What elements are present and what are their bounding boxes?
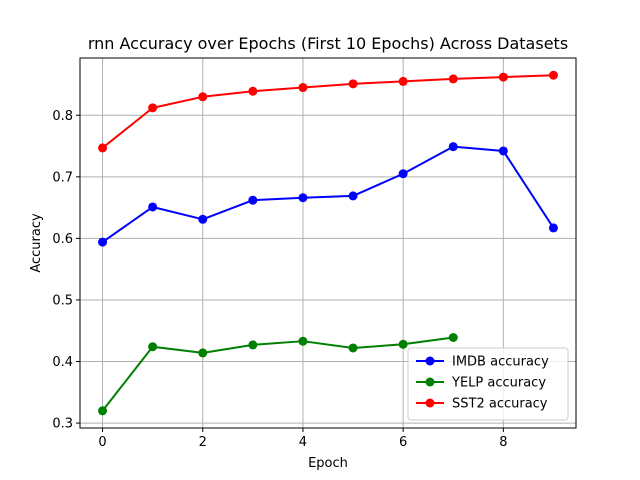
y-tick-label: 0.3 <box>52 417 73 432</box>
x-tick-label: 8 <box>499 435 507 450</box>
x-tick-label: 2 <box>199 435 207 450</box>
yelp-point <box>348 343 358 353</box>
yelp-point <box>148 342 158 352</box>
imdb-point <box>448 142 458 152</box>
yelp-point <box>448 333 458 343</box>
yelp-point <box>398 339 408 349</box>
series-yelp <box>98 333 458 416</box>
legend-marker-sst2 <box>425 398 435 408</box>
legend-box <box>407 347 569 421</box>
yelp-point <box>248 340 258 350</box>
sst2-point <box>248 86 258 96</box>
imdb-point <box>348 191 358 201</box>
yelp-point <box>98 406 108 416</box>
imdb-line <box>101 145 555 243</box>
legend-label-imdb: IMDB accuracy <box>452 355 549 370</box>
legend-label-yelp: YELP accuracy <box>451 376 546 391</box>
plot-frame <box>79 57 577 429</box>
sst2-point <box>198 92 208 102</box>
sst2-point <box>548 70 558 80</box>
series-imdb <box>98 142 558 247</box>
sst2-point <box>98 143 108 153</box>
legend-marker-imdb <box>425 356 435 366</box>
sst2-line <box>101 74 554 149</box>
y-axis-label: Accuracy <box>29 213 44 273</box>
sst2-point <box>298 83 308 93</box>
sst2-point <box>498 72 508 82</box>
imdb-point <box>498 146 508 156</box>
y-tick-label: 0.4 <box>52 355 73 370</box>
x-tick-label: 0 <box>98 435 106 450</box>
x-axis-label: Epoch <box>308 456 348 471</box>
imdb-point <box>398 169 408 179</box>
sst2-point <box>148 103 158 113</box>
series-lines <box>98 70 558 416</box>
legend-marker-yelp <box>425 377 435 387</box>
sst2-point <box>398 76 408 86</box>
legend-label-sst2: SST2 accuracy <box>452 397 548 412</box>
legend: IMDB accuracy YELP accuracy SST2 accuracy <box>407 347 569 421</box>
imdb-point <box>248 195 258 205</box>
x-tick-label: 6 <box>399 435 407 450</box>
y-tick-label: 0.8 <box>52 109 73 124</box>
y-tick-label: 0.5 <box>52 293 73 308</box>
series-sst2 <box>98 70 558 153</box>
sst2-point <box>348 79 358 89</box>
x-tick-label: 4 <box>299 435 307 450</box>
y-tick-label: 0.7 <box>52 170 73 185</box>
yelp-line <box>101 336 454 412</box>
chart-title: rnn Accuracy over Epochs (First 10 Epoch… <box>88 34 568 53</box>
imdb-point <box>98 237 108 247</box>
y-tick-label: 0.6 <box>52 232 73 247</box>
imdb-point <box>198 214 208 224</box>
yelp-point <box>198 348 208 358</box>
imdb-point <box>148 202 158 212</box>
imdb-point <box>548 223 558 233</box>
imdb-point <box>298 193 308 203</box>
sst2-point <box>448 74 458 84</box>
yelp-point <box>298 336 308 346</box>
axis-ticks: 0 2 4 6 8 0.3 0.4 0.5 0.6 0.7 0.8 <box>52 109 507 450</box>
